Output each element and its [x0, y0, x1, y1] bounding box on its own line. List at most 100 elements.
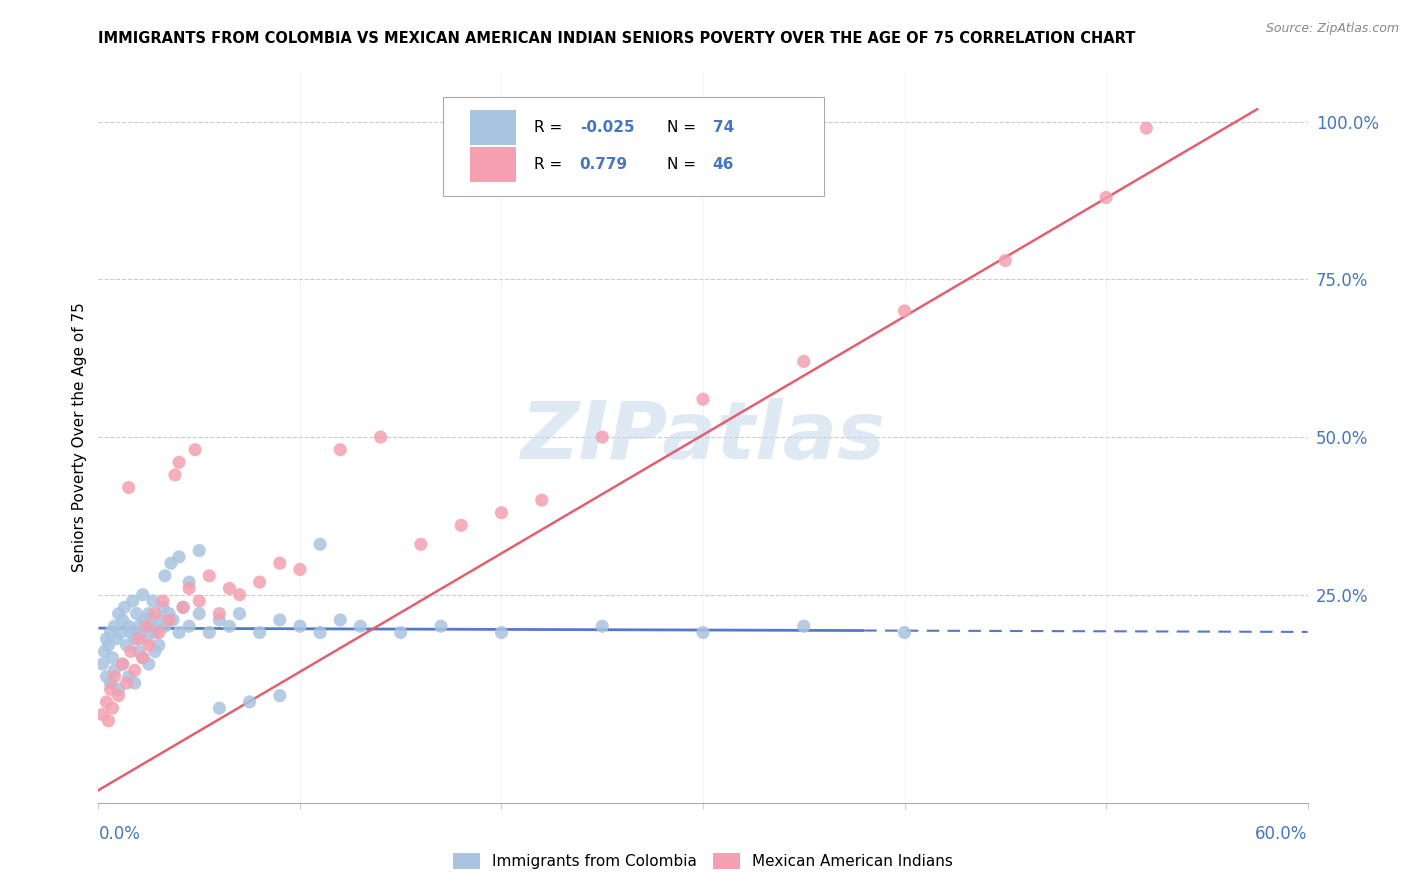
Point — [93, 644, 115, 658]
Point — [139, 619, 162, 633]
Point — [188, 594, 211, 608]
Point — [269, 613, 291, 627]
Text: R =: R = — [534, 157, 567, 172]
Point — [124, 676, 146, 690]
FancyBboxPatch shape — [470, 146, 516, 182]
Point — [409, 537, 432, 551]
Point — [349, 619, 371, 633]
Point — [491, 625, 513, 640]
Point — [269, 556, 291, 570]
Point — [157, 613, 180, 627]
Point — [111, 613, 134, 627]
Point — [249, 575, 271, 590]
Point — [115, 676, 138, 690]
FancyBboxPatch shape — [470, 110, 516, 145]
Point — [103, 670, 125, 684]
Legend: Immigrants from Colombia, Mexican American Indians: Immigrants from Colombia, Mexican Americ… — [447, 847, 959, 875]
Point — [389, 625, 412, 640]
Text: 60.0%: 60.0% — [1256, 825, 1308, 843]
Point — [591, 619, 613, 633]
Point — [167, 455, 190, 469]
Point — [100, 682, 122, 697]
Point — [120, 625, 142, 640]
Point — [121, 594, 143, 608]
Point — [132, 650, 155, 665]
Point — [1135, 121, 1157, 136]
Point — [91, 657, 114, 671]
Point — [103, 619, 125, 633]
Point — [138, 607, 160, 621]
Point — [208, 607, 231, 621]
Point — [107, 689, 129, 703]
Point — [129, 625, 152, 640]
Point — [309, 625, 332, 640]
Point — [143, 607, 166, 621]
Point — [124, 664, 146, 678]
Point — [143, 644, 166, 658]
Point — [135, 632, 157, 646]
Point — [893, 625, 915, 640]
Point — [110, 625, 132, 640]
Point — [148, 625, 170, 640]
Point — [309, 537, 332, 551]
Point — [148, 613, 170, 627]
Point — [530, 493, 553, 508]
Point — [138, 638, 160, 652]
Point — [142, 594, 165, 608]
Point — [114, 600, 136, 615]
Point — [188, 607, 211, 621]
Point — [893, 304, 915, 318]
Point — [208, 701, 231, 715]
Text: IMMIGRANTS FROM COLOMBIA VS MEXICAN AMERICAN INDIAN SENIORS POVERTY OVER THE AGE: IMMIGRANTS FROM COLOMBIA VS MEXICAN AMER… — [98, 31, 1136, 46]
Point — [172, 600, 194, 615]
Point — [107, 682, 129, 697]
Point — [591, 430, 613, 444]
Point — [134, 613, 156, 627]
Text: N =: N = — [666, 157, 700, 172]
Point — [101, 701, 124, 715]
Point — [128, 644, 150, 658]
Point — [124, 632, 146, 646]
Point — [138, 657, 160, 671]
Point — [430, 619, 453, 633]
Point — [269, 689, 291, 703]
Point — [167, 625, 190, 640]
Text: 0.0%: 0.0% — [98, 825, 141, 843]
Point — [128, 632, 150, 646]
Point — [125, 607, 148, 621]
Point — [118, 670, 141, 684]
Point — [97, 714, 120, 728]
Point — [162, 613, 184, 627]
Point — [288, 562, 311, 576]
Point — [128, 619, 150, 633]
Point — [96, 632, 118, 646]
Point — [994, 253, 1017, 268]
Point — [132, 588, 155, 602]
Point — [249, 625, 271, 640]
Y-axis label: Seniors Poverty Over the Age of 75: Seniors Poverty Over the Age of 75 — [72, 302, 87, 572]
Point — [218, 582, 240, 596]
Point — [163, 467, 186, 482]
Point — [96, 670, 118, 684]
Point — [107, 607, 129, 621]
Text: 0.779: 0.779 — [579, 157, 628, 172]
Point — [179, 575, 201, 590]
FancyBboxPatch shape — [443, 97, 824, 195]
Point — [115, 638, 138, 652]
Point — [153, 569, 176, 583]
Point — [152, 594, 174, 608]
Text: -0.025: -0.025 — [579, 120, 634, 136]
Point — [793, 354, 815, 368]
Point — [100, 676, 122, 690]
Point — [692, 392, 714, 407]
Point — [198, 569, 221, 583]
Point — [132, 650, 155, 665]
Point — [111, 657, 134, 671]
Point — [188, 543, 211, 558]
Point — [91, 707, 114, 722]
Point — [491, 506, 513, 520]
Text: ZIPatlas: ZIPatlas — [520, 398, 886, 476]
Point — [370, 430, 392, 444]
Point — [118, 619, 141, 633]
Point — [228, 588, 250, 602]
